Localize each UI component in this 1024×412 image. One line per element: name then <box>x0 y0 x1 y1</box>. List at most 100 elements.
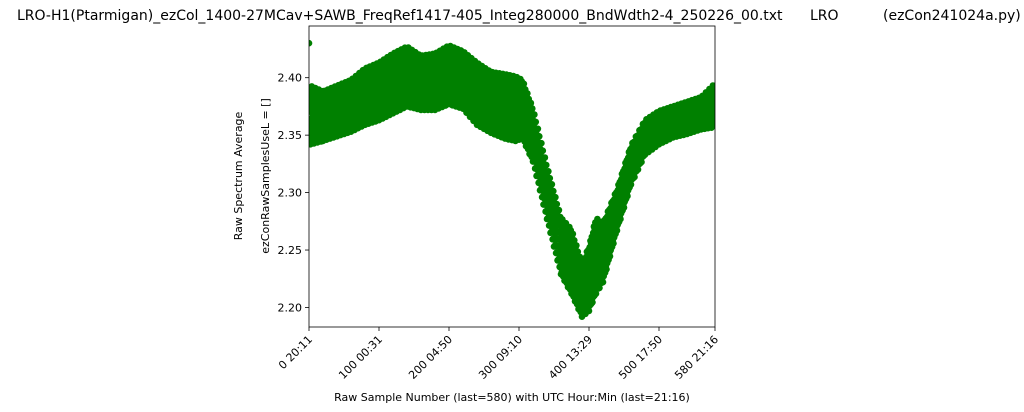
data-point <box>557 246 565 254</box>
data-point <box>550 223 558 231</box>
data-point <box>638 141 645 148</box>
data-point <box>375 93 383 101</box>
data-point <box>382 90 390 98</box>
data-point <box>634 166 642 173</box>
data-point <box>393 72 400 79</box>
data-point <box>319 118 327 125</box>
data-point <box>543 161 550 169</box>
data-point <box>519 88 526 95</box>
data-point <box>326 114 334 122</box>
data-point <box>501 106 509 114</box>
x-tick-label: 300 09:10 <box>476 333 525 382</box>
header-program: (ezCon241024a.py) <box>883 8 1021 24</box>
data-point <box>711 103 715 110</box>
data-point <box>323 103 330 110</box>
data-point <box>571 267 579 275</box>
header-station: LRO <box>810 8 839 24</box>
data-point <box>389 87 397 94</box>
data-point <box>309 108 316 116</box>
y-axis-ticks: 2.20 2.25 2.30 2.35 2.40 <box>278 72 309 314</box>
data-point <box>498 97 505 104</box>
x-tick-label: 200 04:50 <box>406 333 455 382</box>
x-tick-label: 580 21:16 <box>672 333 721 382</box>
data-point <box>575 281 582 288</box>
data-point <box>617 215 624 223</box>
x-tick-label: 400 13:29 <box>546 333 595 382</box>
data-point <box>638 158 645 166</box>
data-point <box>627 162 635 170</box>
plot-area: 0 20:11 100 00:31 200 04:50 300 09:10 400 13… <box>276 25 721 382</box>
data-point <box>421 76 428 84</box>
x-tick-label: 0 20:11 <box>276 333 315 372</box>
data-point <box>403 80 411 87</box>
data-point <box>347 106 355 114</box>
data-point <box>539 147 547 154</box>
x-tick-label: 100 00:31 <box>336 333 385 382</box>
data-point <box>711 115 715 122</box>
data-point <box>571 237 578 244</box>
data-point <box>610 212 617 219</box>
data-point <box>480 103 488 110</box>
data-point <box>333 111 341 118</box>
data-point <box>470 80 477 87</box>
data-point <box>550 187 557 195</box>
data-point <box>309 39 313 47</box>
data-point <box>487 106 495 114</box>
data-point <box>534 125 542 133</box>
data-point <box>424 88 432 95</box>
data-point <box>552 193 559 201</box>
data-point <box>582 304 589 311</box>
data-point <box>358 88 365 95</box>
data-point <box>445 76 453 84</box>
data-point <box>631 154 638 162</box>
data-point <box>711 82 715 90</box>
data-point <box>459 83 467 91</box>
data-point <box>449 62 456 70</box>
data-point <box>624 192 631 200</box>
data-point <box>564 252 572 260</box>
data-point <box>309 120 314 127</box>
data-point <box>599 246 607 254</box>
data-point <box>505 91 512 99</box>
data-point <box>477 85 484 93</box>
data-point <box>386 76 393 84</box>
data-point <box>361 99 369 107</box>
data-point <box>438 85 446 93</box>
data-point <box>435 76 442 84</box>
data-point <box>574 248 582 255</box>
data-point <box>531 111 538 118</box>
data-point <box>330 99 337 107</box>
data-point <box>456 68 463 76</box>
data-point <box>585 286 593 294</box>
data-point <box>573 242 580 249</box>
data-point <box>548 181 556 188</box>
data-point <box>606 223 614 231</box>
data-point <box>372 83 379 91</box>
data-point <box>538 139 545 147</box>
data-point <box>431 88 439 95</box>
x-axis-ticks: 0 20:11 100 00:31 200 04:50 300 09:10 400 13… <box>276 327 721 382</box>
data-point <box>589 252 596 260</box>
data-point <box>589 299 596 306</box>
data-point <box>554 235 561 242</box>
data-point <box>634 147 642 155</box>
y-axis-label-line2: ezConRawSamplesUseL = [] <box>259 98 272 254</box>
data-point <box>316 106 323 114</box>
data-point <box>620 204 628 211</box>
data-point <box>484 91 491 99</box>
data-point <box>613 227 621 234</box>
data-point <box>529 120 537 127</box>
data-point <box>620 180 628 187</box>
plot-frame <box>308 25 716 328</box>
data-point <box>368 97 376 104</box>
data-point <box>344 95 351 102</box>
data-point <box>610 240 617 247</box>
data-point <box>410 82 418 89</box>
y-tick-label: 2.20 <box>278 301 303 314</box>
x-tick-label: 500 17:50 <box>616 333 665 382</box>
data-point <box>578 292 586 300</box>
data-point <box>354 103 362 110</box>
data-point <box>417 85 425 93</box>
data-point <box>561 241 568 248</box>
data-point <box>543 189 551 196</box>
